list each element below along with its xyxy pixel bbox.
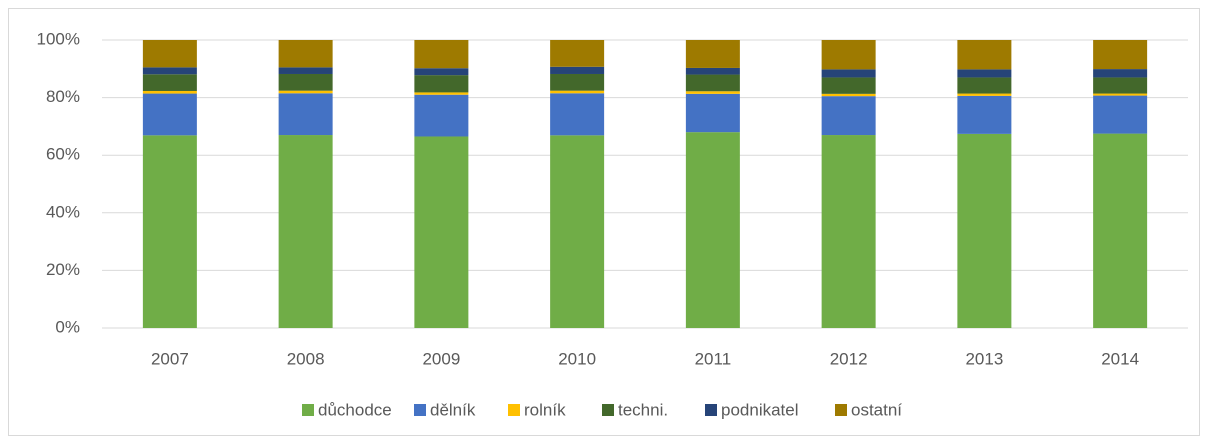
x-tick-label: 2013 — [965, 349, 1003, 368]
bar-segment — [685, 132, 740, 328]
bar-segment — [821, 93, 876, 97]
x-tick-label: 2012 — [830, 349, 868, 368]
legend-swatch — [414, 404, 426, 416]
bar-segment — [414, 92, 469, 95]
bar-segment — [1093, 133, 1148, 328]
bar-segment — [414, 40, 469, 69]
y-tick-label: 60% — [46, 145, 80, 164]
y-tick-label: 80% — [46, 87, 80, 106]
bar-segment — [278, 90, 333, 94]
bar-segment — [821, 69, 876, 78]
bar-segment — [685, 40, 740, 68]
legend-label: ostatní — [851, 400, 902, 419]
bar-segment — [821, 96, 876, 136]
bar-segment — [142, 40, 197, 68]
legend-label: techni. — [618, 400, 668, 419]
bar-segment — [685, 67, 740, 75]
bar-segment — [550, 93, 605, 136]
x-tick-label: 2009 — [422, 349, 460, 368]
bar-segment — [278, 73, 333, 91]
legend-swatch — [602, 404, 614, 416]
legend-label: rolník — [524, 400, 566, 419]
legend-label: důchodce — [318, 400, 392, 419]
bar-segment — [957, 133, 1012, 328]
bar-segment — [1093, 95, 1148, 134]
legend-label: dělník — [430, 400, 476, 419]
bar-segment — [1093, 40, 1148, 70]
bar-segment — [550, 73, 605, 91]
bar-segment — [957, 40, 1012, 70]
bar-segment — [278, 67, 333, 74]
legend-swatch — [835, 404, 847, 416]
y-tick-label: 20% — [46, 260, 80, 279]
bar-segment — [414, 136, 469, 328]
bar-segment — [957, 69, 1012, 78]
legend-swatch — [302, 404, 314, 416]
bar-segment — [550, 66, 605, 74]
bar-segment — [957, 77, 1012, 94]
bar-segment — [550, 135, 605, 328]
bar-segment — [957, 95, 1012, 134]
bar-segment — [142, 90, 197, 94]
bar-segment — [821, 40, 876, 70]
bar-segment — [1093, 69, 1148, 78]
legend-swatch — [705, 404, 717, 416]
bar-segment — [414, 75, 469, 93]
bar-segment — [278, 40, 333, 68]
bar-segment — [142, 74, 197, 91]
bar-segment — [685, 74, 740, 92]
legend-label: podnikatel — [721, 400, 799, 419]
bar-segment — [821, 135, 876, 328]
bar-segment — [821, 77, 876, 94]
y-tick-label: 0% — [55, 317, 80, 336]
y-tick-label: 100% — [37, 29, 80, 48]
bar-segment — [414, 68, 469, 76]
bar-segment — [550, 40, 605, 67]
bar-segment — [142, 135, 197, 328]
x-tick-label: 2010 — [558, 349, 596, 368]
bar-segment — [142, 93, 197, 136]
bar-segment — [1093, 93, 1148, 96]
bar-segment — [142, 67, 197, 75]
x-tick-label: 2007 — [151, 349, 189, 368]
bar-segment — [1093, 77, 1148, 94]
bar-segment — [278, 93, 333, 136]
bar-segment — [957, 93, 1012, 96]
bar-segment — [550, 90, 605, 94]
bar-segment — [278, 135, 333, 328]
y-tick-label: 40% — [46, 202, 80, 221]
bar-segment — [685, 91, 740, 94]
x-tick-label: 2008 — [287, 349, 325, 368]
bar-segment — [685, 93, 740, 133]
bar-segment — [414, 94, 469, 137]
x-tick-label: 2011 — [695, 349, 732, 368]
x-tick-label: 2014 — [1101, 349, 1139, 368]
legend-swatch — [508, 404, 520, 416]
